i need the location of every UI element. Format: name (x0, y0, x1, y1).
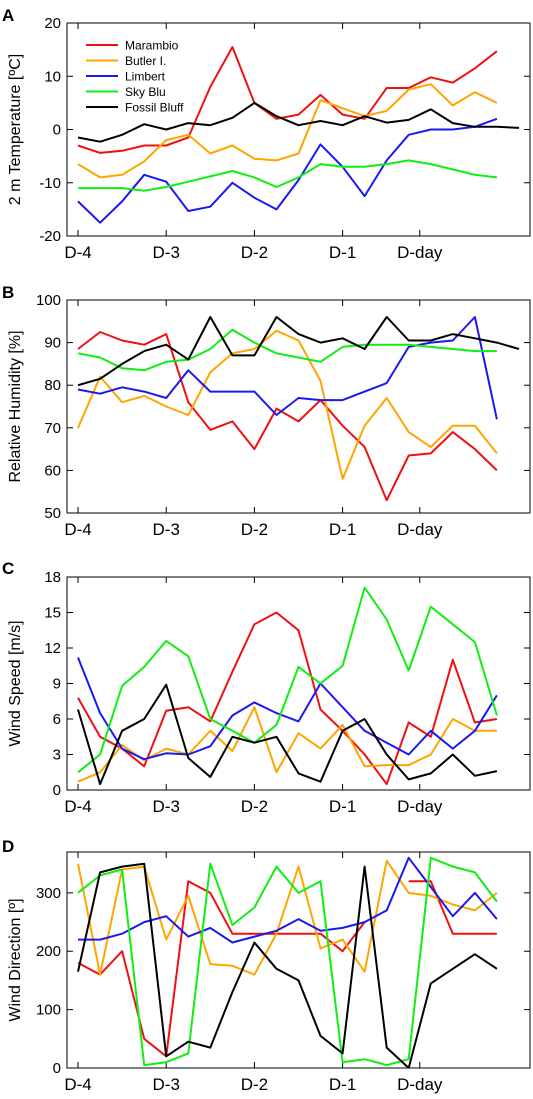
series-line-sky-blu (77, 586, 498, 774)
x-tick-label: D-2 (241, 520, 268, 539)
x-tick-label: D-3 (153, 243, 180, 262)
x-tick-label: D-3 (153, 1075, 180, 1094)
y-tick-label: 12 (44, 640, 61, 657)
x-tick-label: D-day (397, 797, 443, 816)
x-tick-label: D-2 (241, 1075, 268, 1094)
series-line-fossil-bluff (77, 316, 520, 387)
x-tick-label: D-day (397, 520, 443, 539)
y-tick-label: 100 (36, 292, 61, 309)
series-line-marambio (77, 46, 498, 154)
series-line-limbert (78, 856, 498, 944)
y-tick-label: 15 (44, 605, 61, 622)
x-tick-label: D-1 (329, 1075, 356, 1094)
y-tick-label: 90 (44, 335, 61, 352)
plot-frame (66, 299, 531, 514)
y-tick-label: 50 (44, 505, 61, 522)
y-tick-label: 300 (36, 885, 61, 902)
x-tick-label: D-3 (153, 520, 180, 539)
y-tick-label: 0 (53, 122, 61, 139)
y-tick-label: -20 (39, 228, 61, 245)
panel-letter: D (2, 837, 14, 856)
panel-C: C 0 3 6 9 12 15 18 D-4 D-3 D-2 D-1 D-day Wind Speed [… (2, 559, 531, 816)
legend-label: Butler I. (125, 54, 166, 68)
series-line-limbert (77, 117, 498, 224)
x-tick-label: D-2 (241, 243, 268, 262)
x-tick-label: D-day (397, 243, 443, 262)
y-tick-label: 80 (44, 377, 61, 394)
x-tick-label: D-4 (64, 1075, 91, 1094)
legend-label: Limbert (125, 70, 166, 84)
y-axis-label: Wind Direction [º] (7, 898, 24, 1021)
panel-A: A -20 -10 0 10 20 D-4 D-3 D-2 D-1 D-day 2 m Tempera… (2, 6, 531, 262)
series-line-fossil-bluff (77, 101, 520, 143)
legend-label: Marambio (125, 39, 179, 53)
y-tick-label: 200 (36, 943, 61, 960)
panel-letter: B (2, 283, 14, 302)
y-tick-label: 9 (53, 676, 61, 693)
y-tick-label: 60 (44, 462, 61, 479)
y-tick-label: 3 (53, 747, 61, 764)
x-tick-label: D-1 (329, 797, 356, 816)
x-tick-label: D-1 (329, 243, 356, 262)
x-tick-label: D-day (397, 1075, 443, 1094)
legend-label: Sky Blu (125, 85, 166, 99)
y-tick-label: 0 (53, 1060, 61, 1077)
panel-D: D 0 100 200 300 D-4 D-3 D-2 D-1 D-day Wind Directi… (2, 837, 531, 1094)
panel-letter: A (2, 6, 14, 25)
series-line-marambio (77, 331, 498, 502)
series-line-butler-i- (77, 859, 498, 976)
series-line-sky-blu (77, 856, 498, 1067)
plot-frame (66, 851, 531, 1069)
series-line-butler-i- (77, 83, 498, 179)
x-tick-label: D-2 (241, 797, 268, 816)
y-axis-label: Wind Speed [m/s] (7, 620, 24, 746)
series-line-fossil-bluff (77, 683, 498, 786)
y-tick-label: 0 (53, 782, 61, 799)
y-tick-label: 100 (36, 1002, 61, 1019)
y-tick-label: 20 (44, 15, 61, 32)
series-line-fossil-bluff (77, 862, 498, 1068)
y-axis-label: 2 m Temperature [ºC] (7, 54, 24, 205)
x-tick-label: D-3 (153, 797, 180, 816)
x-tick-label: D-1 (329, 520, 356, 539)
panel-letter: C (2, 559, 14, 578)
y-axis-label: Relative Humidity [%] (7, 330, 24, 482)
y-tick-label: -10 (39, 175, 61, 192)
y-tick-label: 70 (44, 420, 61, 437)
series-line-limbert (77, 316, 498, 420)
legend-label: Fossil Bluff (125, 101, 184, 115)
series-line-limbert (77, 657, 498, 761)
x-tick-label: D-4 (64, 797, 91, 816)
x-tick-label: D-4 (64, 243, 91, 262)
y-tick-label: 6 (53, 711, 61, 728)
panel-B: B 50 60 70 80 90 100 D-4 D-3 D-2 D-1 D-day Relative … (2, 283, 531, 539)
x-tick-label: D-4 (64, 520, 91, 539)
series-line-sky-blu (78, 159, 498, 192)
y-tick-label: 18 (44, 569, 61, 586)
y-tick-label: 10 (44, 68, 61, 85)
series-line-sky-blu (77, 328, 497, 372)
series-line-butler-i- (77, 329, 498, 480)
